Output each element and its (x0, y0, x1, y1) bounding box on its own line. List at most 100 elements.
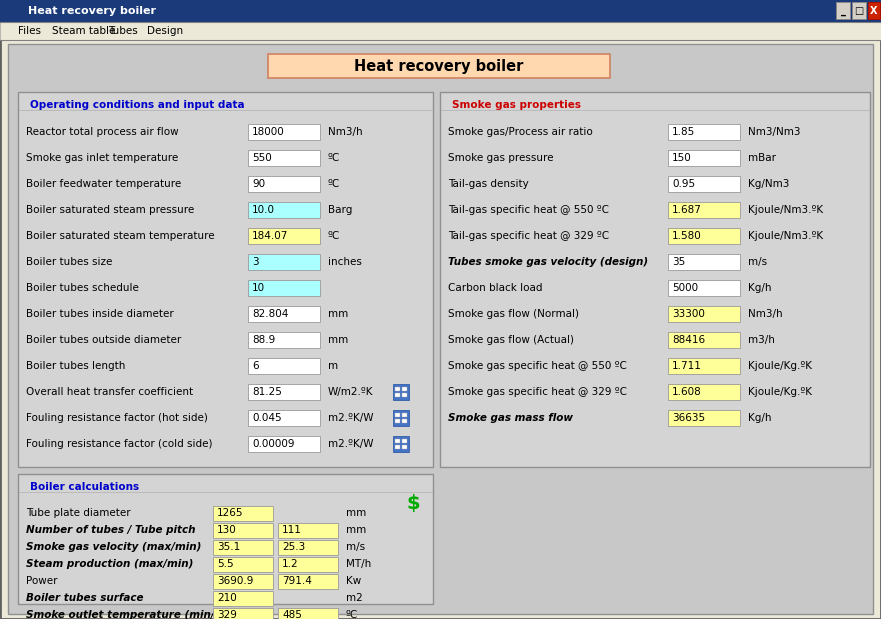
Text: m: m (328, 361, 338, 371)
Bar (278, 523, 338, 538)
Bar (395, 439, 400, 443)
Bar (0, 0, 881, 22)
Bar (668, 202, 740, 218)
Bar (668, 228, 740, 244)
Bar (0, 22, 881, 40)
Text: 5000: 5000 (672, 283, 698, 293)
Bar (248, 410, 320, 426)
Text: Steam production (max/min): Steam production (max/min) (26, 559, 193, 569)
Text: Files: Files (18, 26, 41, 36)
Text: 88416: 88416 (672, 335, 705, 345)
Text: Smoke gas flow (Actual): Smoke gas flow (Actual) (448, 335, 574, 345)
Bar (402, 445, 407, 449)
Text: 1.2: 1.2 (282, 559, 299, 569)
Text: 1265: 1265 (217, 508, 243, 518)
Text: Kg/Nm3: Kg/Nm3 (748, 179, 789, 189)
Text: mm: mm (328, 335, 348, 345)
Text: Boiler tubes length: Boiler tubes length (26, 361, 125, 371)
Bar (668, 124, 740, 140)
Text: □: □ (855, 6, 863, 16)
Bar (278, 557, 338, 572)
Bar (852, 2, 866, 19)
Text: 90: 90 (252, 179, 265, 189)
Text: m/s: m/s (346, 542, 365, 552)
Text: 6: 6 (252, 361, 259, 371)
Text: 150: 150 (672, 153, 692, 163)
Bar (668, 280, 740, 296)
Text: 3690.9: 3690.9 (217, 576, 254, 586)
Text: 35.1: 35.1 (217, 542, 241, 552)
Bar (393, 436, 409, 452)
Bar (213, 506, 273, 521)
Text: Boiler feedwater temperature: Boiler feedwater temperature (26, 179, 181, 189)
Bar (836, 2, 850, 19)
Bar (668, 176, 740, 192)
Bar (213, 574, 273, 589)
Text: Boiler tubes surface: Boiler tubes surface (26, 593, 144, 603)
Text: Kw: Kw (346, 576, 361, 586)
Text: Carbon black load: Carbon black load (448, 283, 543, 293)
Text: mm: mm (346, 525, 366, 535)
Text: m2.ºK/W: m2.ºK/W (328, 413, 374, 423)
Text: Smoke gas specific heat @ 329 ºC: Smoke gas specific heat @ 329 ºC (448, 387, 627, 397)
Text: Smoke gas specific heat @ 550 ºC: Smoke gas specific heat @ 550 ºC (448, 361, 627, 371)
Text: Tail-gas specific heat @ 329 ºC: Tail-gas specific heat @ 329 ºC (448, 231, 609, 241)
Bar (402, 393, 407, 397)
Text: 3: 3 (252, 257, 259, 267)
Bar (402, 419, 407, 423)
Text: Boiler calculations: Boiler calculations (30, 482, 139, 492)
Text: 81.25: 81.25 (252, 387, 282, 397)
Bar (402, 439, 407, 443)
Text: inches: inches (328, 257, 362, 267)
Text: Kjoule/Nm3.ºK: Kjoule/Nm3.ºK (748, 205, 823, 215)
Text: X: X (870, 6, 877, 16)
Text: Tube plate diameter: Tube plate diameter (26, 508, 130, 518)
Text: 111: 111 (282, 525, 302, 535)
Text: Smoke gas inlet temperature: Smoke gas inlet temperature (26, 153, 178, 163)
Text: Fouling resistance factor (hot side): Fouling resistance factor (hot side) (26, 413, 208, 423)
Bar (18, 92, 433, 467)
Bar (248, 384, 320, 400)
Bar (248, 124, 320, 140)
Text: 1.580: 1.580 (672, 231, 702, 241)
Text: Smoke gas flow (Normal): Smoke gas flow (Normal) (448, 309, 579, 319)
Bar (395, 387, 400, 391)
Text: Smoke outlet temperature (min/max): Smoke outlet temperature (min/max) (26, 610, 244, 619)
Text: Heat recovery boiler: Heat recovery boiler (354, 59, 523, 74)
Bar (668, 410, 740, 426)
Text: 1.687: 1.687 (672, 205, 702, 215)
Bar (868, 2, 880, 19)
Text: 210: 210 (217, 593, 237, 603)
Text: Tubes smoke gas velocity (design): Tubes smoke gas velocity (design) (448, 257, 648, 267)
Bar (393, 410, 409, 426)
Text: 10: 10 (252, 283, 265, 293)
Bar (213, 608, 273, 619)
Text: 18000: 18000 (252, 127, 285, 137)
Text: Boiler tubes size: Boiler tubes size (26, 257, 113, 267)
Text: Kjoule/Nm3.ºK: Kjoule/Nm3.ºK (748, 231, 823, 241)
Text: Steam table: Steam table (52, 26, 115, 36)
Text: Boiler saturated steam pressure: Boiler saturated steam pressure (26, 205, 194, 215)
Text: Boiler tubes inside diameter: Boiler tubes inside diameter (26, 309, 174, 319)
Bar (268, 54, 610, 78)
Text: ºC: ºC (328, 179, 340, 189)
Bar (668, 306, 740, 322)
Text: Reactor total process air flow: Reactor total process air flow (26, 127, 179, 137)
Text: 5.5: 5.5 (217, 559, 233, 569)
Text: Nm3/Nm3: Nm3/Nm3 (748, 127, 801, 137)
Text: 1.85: 1.85 (672, 127, 695, 137)
Text: 10.0: 10.0 (252, 205, 275, 215)
Bar (248, 176, 320, 192)
Text: MT/h: MT/h (346, 559, 371, 569)
Text: m2: m2 (346, 593, 363, 603)
Text: $: $ (406, 495, 420, 514)
Text: 1.608: 1.608 (672, 387, 702, 397)
Text: Nm3/h: Nm3/h (328, 127, 363, 137)
Bar (278, 574, 338, 589)
Text: Barg: Barg (328, 205, 352, 215)
Text: 1.711: 1.711 (672, 361, 702, 371)
Text: Kjoule/Kg.ºK: Kjoule/Kg.ºK (748, 361, 812, 371)
Text: 329: 329 (217, 610, 237, 619)
Text: _: _ (840, 6, 846, 16)
Text: 791.4: 791.4 (282, 576, 312, 586)
